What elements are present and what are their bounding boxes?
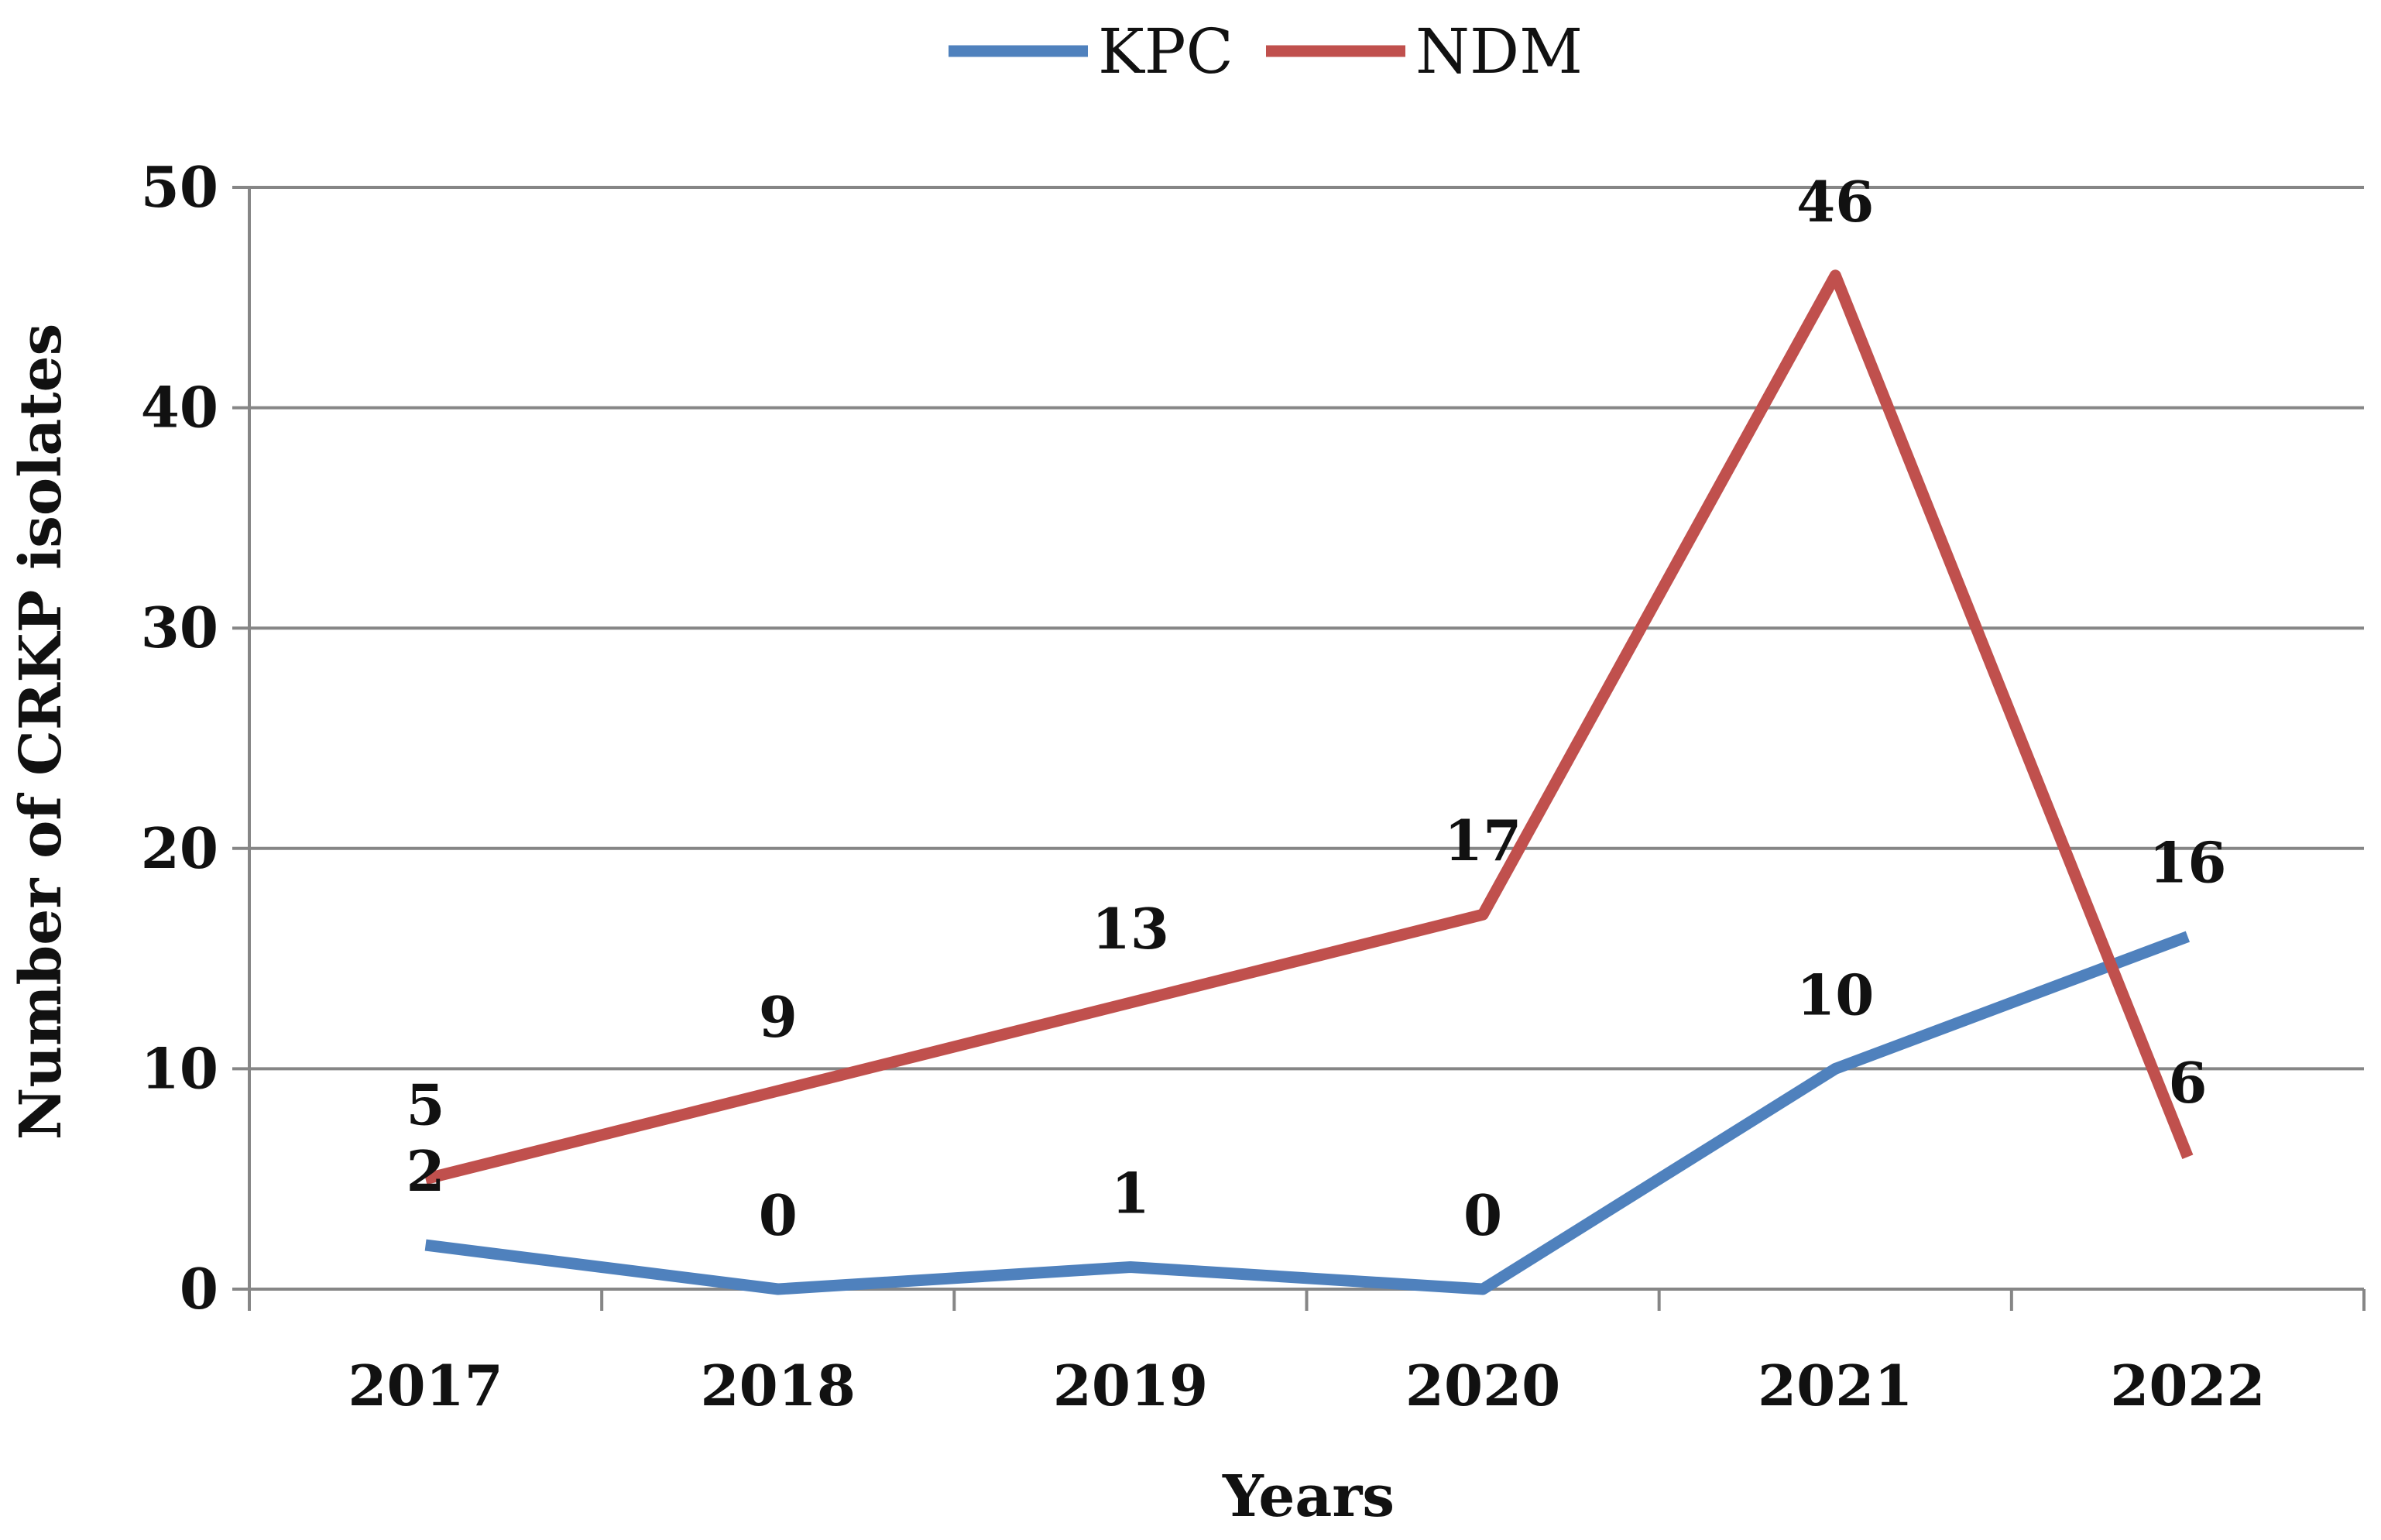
data-label-ndm-2020: 17 (1444, 808, 1522, 873)
y-tick-label-40: 40 (141, 375, 218, 441)
y-axis-title: Number of CRKP isolates (8, 324, 74, 1140)
x-tick-label-2019: 2019 (1053, 1353, 1208, 1418)
x-axis-title: Years (1222, 1463, 1395, 1530)
y-tick-label-20: 20 (141, 815, 218, 881)
data-label-ndm-2018: 9 (759, 984, 798, 1050)
y-tick-label-30: 30 (141, 595, 218, 660)
data-label-kpc-2019: 1 (1111, 1161, 1150, 1226)
data-label-kpc-2020: 0 (1463, 1182, 1502, 1248)
legend-label-kpc: KPC (1098, 15, 1233, 87)
x-tick-label-2020: 2020 (1405, 1353, 1560, 1418)
y-axis-ticks: 0 10 20 30 40 50 (141, 154, 249, 1322)
legend: KPC NDM (949, 15, 1583, 87)
data-label-ndm-2022: 6 (2168, 1050, 2207, 1116)
data-label-kpc-2021: 10 (1796, 962, 1874, 1027)
y-tick-label-10: 10 (141, 1035, 218, 1101)
x-tick-label-2022: 2022 (2110, 1353, 2265, 1418)
x-tick-label-2017: 2017 (348, 1353, 503, 1418)
data-label-ndm-2019: 13 (1092, 896, 1169, 962)
x-tick-label-2021: 2021 (1758, 1353, 1913, 1418)
legend-label-ndm: NDM (1415, 15, 1583, 87)
y-tick-label-50: 50 (141, 154, 218, 220)
data-label-kpc-2017: 2 (407, 1138, 445, 1204)
series-lines (424, 269, 2194, 1295)
x-axis-ticks: 2017 2018 2019 2020 2021 2022 (248, 1289, 2366, 1418)
y-tick-label-0: 0 (180, 1256, 218, 1322)
series-line-ndm (424, 269, 2194, 1185)
gridlines (249, 186, 2364, 1071)
data-label-ndm-2017: 5 (407, 1072, 445, 1138)
x-tick-label-2018: 2018 (701, 1353, 856, 1418)
series-line-kpc (424, 931, 2191, 1295)
data-label-kpc-2022: 16 (2149, 830, 2226, 896)
data-label-ndm-2021: 46 (1796, 169, 1874, 235)
data-label-kpc-2018: 0 (759, 1182, 798, 1248)
